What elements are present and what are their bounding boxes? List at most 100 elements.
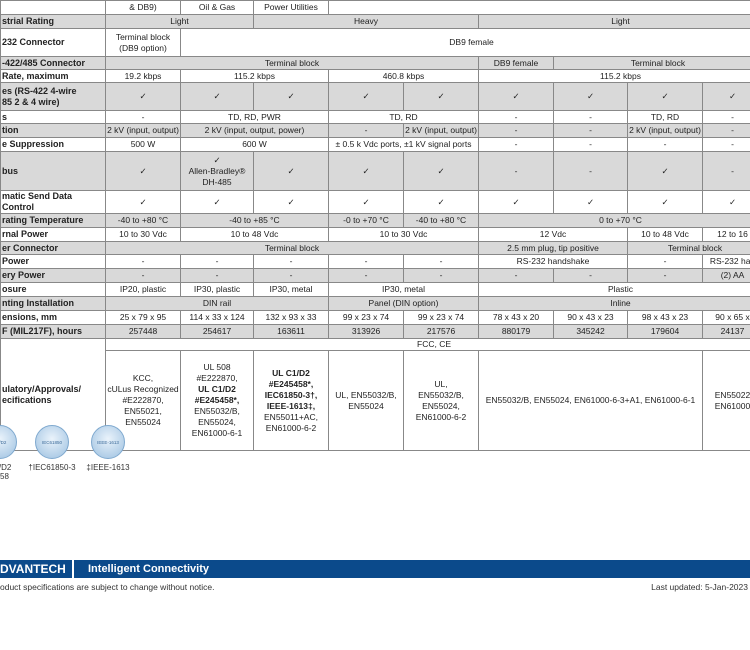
table-cell: EN55032/B, EN55024, EN61000-6-3+A1, EN61… xyxy=(478,350,703,451)
table-cell: Light xyxy=(478,14,750,29)
table-row: 232 Connector Terminal block (DB9 option)… xyxy=(0,28,750,57)
table-cell: IP30, metal xyxy=(328,282,479,297)
table-cell: EN55022 EN61000 xyxy=(702,350,750,451)
table-cell: 313926 xyxy=(328,324,404,339)
row-label: Rate, maximum xyxy=(0,69,106,83)
table-cell: Heavy xyxy=(253,14,479,29)
cert-icon: IEC61850 xyxy=(35,425,69,459)
row-label: 232 Connector xyxy=(0,28,106,57)
table-cell: 460.8 kbps xyxy=(328,69,479,83)
table-cell: - xyxy=(328,268,404,283)
table-cell: Panel (DIN option) xyxy=(328,296,479,311)
table-cell: 2 kV (input, output, power) xyxy=(180,123,329,138)
cell-line: KCC, xyxy=(132,373,154,383)
table-cell: (2) AA xyxy=(702,268,750,283)
table-cell: UL 508 #E222870, UL C1/D2 #E245458*, EN5503… xyxy=(180,350,254,451)
table-cell: - xyxy=(627,254,703,269)
table-cell: 19.2 kbps xyxy=(105,69,181,83)
table-cell: 345242 xyxy=(553,324,628,339)
table-cell: 163611 xyxy=(253,324,329,339)
table-cell: ✓ xyxy=(253,82,329,111)
table-row: e Suppression 500 W 600 W ± 0.5 k Vdc ports… xyxy=(0,137,750,152)
table-cell: & DB9) xyxy=(105,0,181,15)
table-cell: 2 kV (input, output) xyxy=(627,123,703,138)
table-cell: - xyxy=(403,268,479,283)
cert-label: ‡IEEE-1613 xyxy=(86,463,130,472)
table-cell: 24137 xyxy=(702,324,750,339)
table-cell: UL C1/D2 #E245458*, IEC61850-3†, IEEE-1613‡… xyxy=(253,350,329,451)
table-cell: 2 kV (input, output) xyxy=(105,123,181,138)
table-cell: 114 x 33 x 124 xyxy=(180,310,254,325)
notice: oduct specifications are subject to chan… xyxy=(0,582,215,592)
table-cell: UL, EN55032/B, EN55024 xyxy=(328,350,404,451)
tagline: Intelligent Connectivity xyxy=(88,563,210,575)
table-row: tion 2 kV (input, output) 2 kV (input, out… xyxy=(0,123,750,138)
table-cell: FCC, CE xyxy=(105,338,750,351)
cell-line: EN55024 xyxy=(348,400,384,411)
row-label xyxy=(0,0,106,15)
cert-icon: IEEE-1613 xyxy=(91,425,125,459)
row-label: es (RS-422 4-wire 85 2 & 4 wire) xyxy=(0,82,106,111)
table-row: Rate, maximum 19.2 kbps 115.2 kbps 460.8 kb… xyxy=(0,69,750,83)
table-cell: 90 x 65 x xyxy=(702,310,750,325)
table-cell: 217576 xyxy=(403,324,479,339)
table-row: rnal Power 10 to 30 Vdc 10 to 48 Vdc 10 to … xyxy=(0,227,750,242)
table-cell: 10 to 48 Vdc xyxy=(180,227,329,242)
row-label: matic Send Data Control xyxy=(0,190,106,214)
table-cell: ✓ xyxy=(627,151,703,191)
table-cell: - xyxy=(702,137,750,152)
table-cell: - xyxy=(627,268,703,283)
table-cell: - xyxy=(553,137,628,152)
cell-line: EN61000-6-1 xyxy=(191,428,243,438)
table-cell: 25 x 79 x 95 xyxy=(105,310,181,325)
table-cell: - xyxy=(180,254,254,269)
table-cell: 99 x 23 x 74 xyxy=(328,310,404,325)
table-cell: ✓ xyxy=(627,82,703,111)
table-cell: TD, RD, PWR xyxy=(180,110,329,124)
table-cell: RS-232 han xyxy=(702,254,750,269)
row-label: osure xyxy=(0,282,106,297)
table-cell: 880179 xyxy=(478,324,554,339)
table-cell: -0 to +70 °C xyxy=(328,213,404,228)
table-row: bus ✓ ✓ Allen-Bradley® DH-485 ✓ ✓ ✓ - - ✓ - xyxy=(0,151,750,191)
table-cell: Terminal block xyxy=(105,56,479,70)
row-label: nting Installation xyxy=(0,296,106,311)
table-cell: 98 x 43 x 23 xyxy=(627,310,703,325)
cell-line: EN55032/B, xyxy=(194,406,240,416)
table-cell: 132 x 93 x 33 xyxy=(253,310,329,325)
cell-line: EN55022 xyxy=(714,389,750,400)
table-cell: -40 to +80 °C xyxy=(403,213,479,228)
table-cell: ✓ xyxy=(553,82,628,111)
table-cell: 115.2 kbps xyxy=(478,69,750,83)
cell-line: IEC61850-3†, xyxy=(264,389,318,400)
table-cell: - xyxy=(627,137,703,152)
table-cell: ✓ xyxy=(328,82,404,111)
table-cell: - xyxy=(702,123,750,138)
table-cell: 179604 xyxy=(627,324,703,339)
table-cell: - xyxy=(553,123,628,138)
table-cell: Plastic xyxy=(478,282,750,297)
table-cell: DB9 female xyxy=(180,28,750,57)
table-cell: ✓ Allen-Bradley® DH-485 xyxy=(180,151,254,191)
table-cell: ✓ xyxy=(478,190,554,214)
table-cell: - xyxy=(478,137,554,152)
row-label: bus xyxy=(0,151,106,191)
table-row: & DB9) Oil & Gas Power Utilities xyxy=(0,0,750,15)
cert-label: †IEC61850-3 xyxy=(28,463,76,472)
table-row: F (MIL217F), hours 257448 254617 163611 3139… xyxy=(0,324,750,339)
table-row: s - TD, RD, PWR TD, RD - - TD, RD - xyxy=(0,110,750,124)
table-row: er Connector Terminal block 2.5 mm plug, t… xyxy=(0,241,750,255)
table-cell: - xyxy=(403,254,479,269)
cell-line: EN55021, xyxy=(124,406,162,416)
table-cell: 10 to 48 Vdc xyxy=(627,227,703,242)
table-cell: Light xyxy=(105,14,254,29)
row-label: F (MIL217F), hours xyxy=(0,324,106,339)
table-cell: 0 to +70 °C xyxy=(478,213,750,228)
table-row: ensions, mm 25 x 79 x 95 114 x 33 x 124 132… xyxy=(0,310,750,325)
empty-cell xyxy=(328,0,750,15)
table-cell: IP30, plastic xyxy=(180,282,254,297)
table-cell: ✓ xyxy=(105,82,181,111)
spec-table: & DB9) Oil & Gas Power Utilities strial Rat… xyxy=(0,0,750,451)
table-cell: TD, RD xyxy=(627,110,703,124)
table-cell: ✓ xyxy=(403,190,479,214)
